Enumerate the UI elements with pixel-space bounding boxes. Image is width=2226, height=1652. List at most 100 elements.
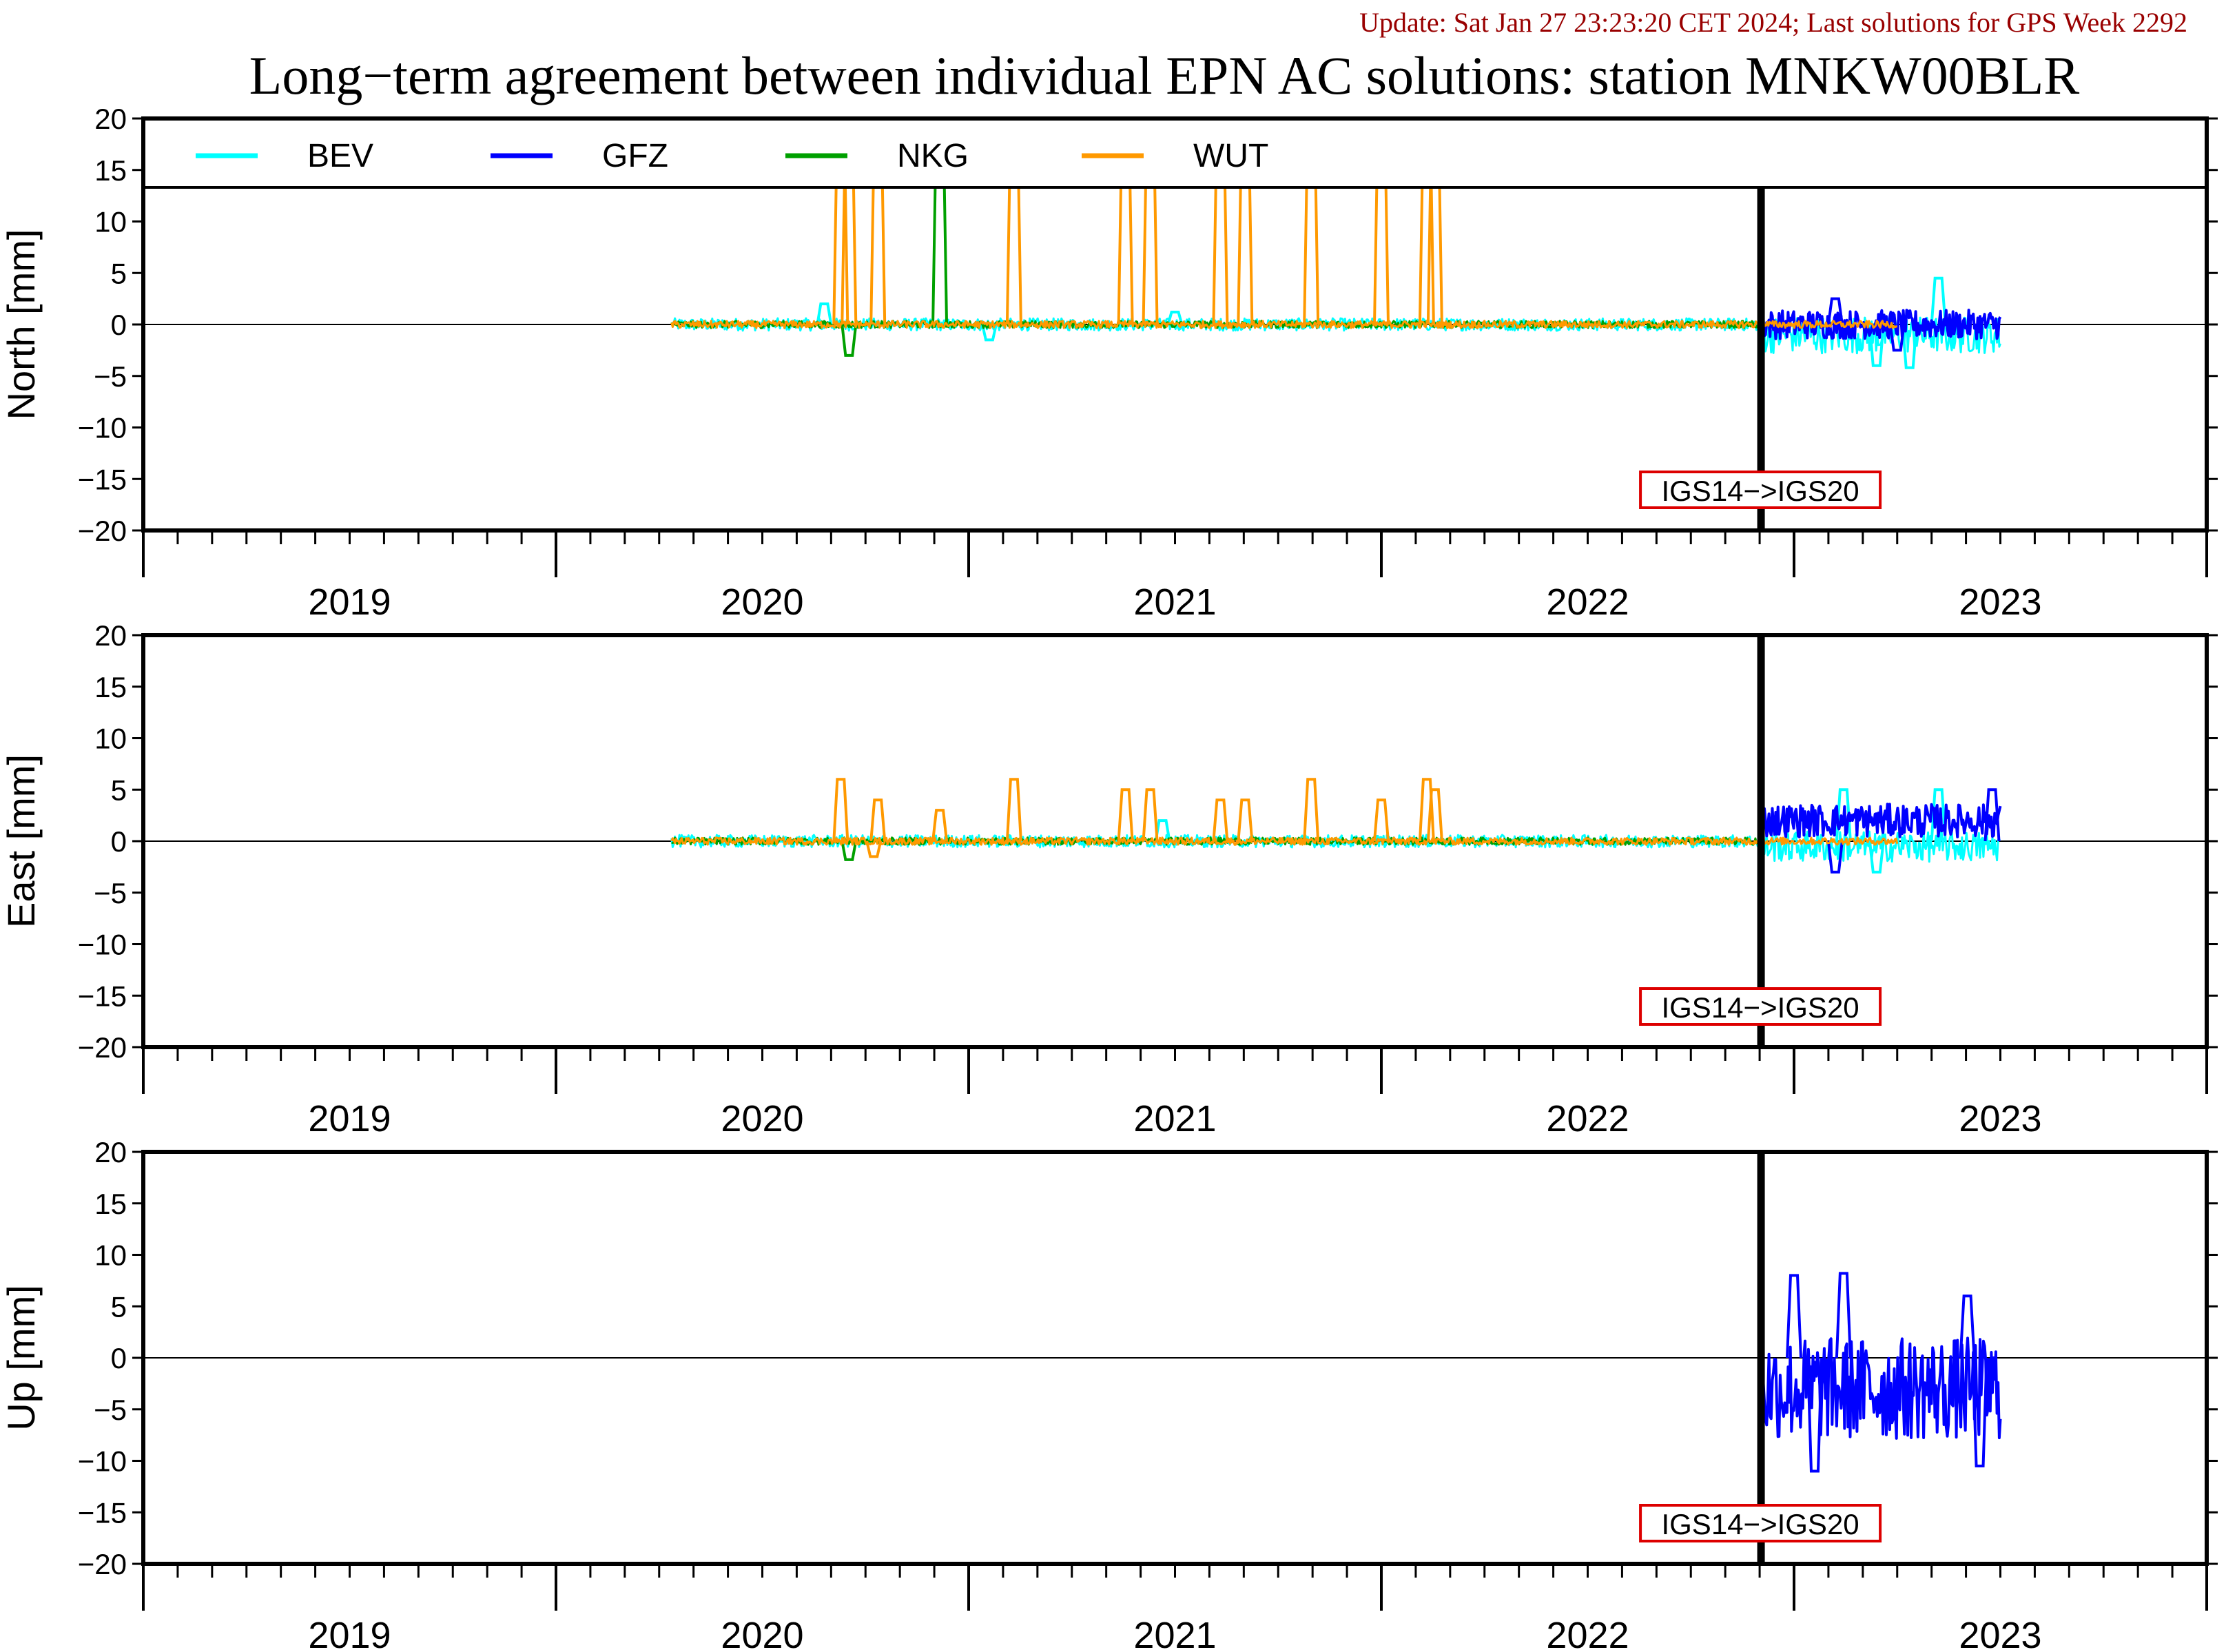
data-group [670, 778, 2002, 874]
series-line-wut [670, 320, 1898, 329]
x-tick-label: 2020 [721, 1098, 803, 1139]
y-tick-label: −10 [78, 929, 127, 961]
plot-frame-top [141, 116, 2209, 533]
y-tick-label: −20 [78, 515, 127, 547]
x-tick-label: 2019 [308, 1615, 391, 1652]
y-tick-label: −5 [94, 877, 127, 909]
series-spike-bev [1868, 324, 1885, 367]
series-spike-wut [1237, 118, 1254, 325]
y-tick-label: 0 [111, 1342, 127, 1374]
series-spike-wut [1212, 798, 1229, 842]
series-spike-wut [1142, 118, 1159, 325]
chart-title: Long−term agreement between individual E… [249, 45, 2080, 105]
series-spike-wut [1426, 118, 1443, 325]
series-spike-wut [1005, 778, 1022, 842]
series-spike-wut [869, 118, 887, 325]
series-spike-nkg [931, 118, 949, 325]
series-spike-wut [1426, 788, 1443, 842]
series-spike-gfz [1983, 788, 2001, 842]
legend-background [143, 118, 2207, 187]
y-tick-label: −20 [78, 1548, 127, 1580]
x-tick-label: 2020 [721, 1615, 803, 1652]
y-tick-label: −10 [78, 412, 127, 444]
y-tick-label: 20 [94, 103, 127, 135]
x-tick-label: 2022 [1546, 581, 1629, 623]
y-tick-label: −15 [78, 980, 127, 1012]
y-tick-label: −5 [94, 1394, 127, 1426]
y-tick-label: 5 [111, 774, 127, 806]
series-spike-gfz [1835, 1272, 1852, 1359]
series-spike-wut [931, 809, 949, 842]
update-text: Update: Sat Jan 27 23:23:20 CET 2024; La… [1359, 7, 2187, 38]
panel-up: 20 15 10 5 0 −5 −10 −15 −20 Up [mm] IGS14−>IGS20 20… [0, 1136, 2218, 1652]
y-tick-label: 15 [94, 1188, 127, 1220]
panels-group: 20 15 10 5 0 −5 −10 −15 −20 North [mm] IGS14−>IGS2… [0, 103, 2218, 1652]
series-spike-wut [1117, 788, 1134, 842]
series-spike-bev [980, 324, 998, 342]
data-group [670, 118, 2002, 369]
series-line-bev [1760, 829, 2001, 863]
series-spike-wut [1373, 118, 1390, 325]
series-spike-wut [1418, 778, 1435, 842]
series-spike-wut [832, 778, 849, 842]
series-spike-gfz [1971, 1357, 1988, 1467]
series-spike-nkg [841, 840, 858, 861]
series-line-gfz [1760, 803, 2002, 838]
legend-label-gfz: GFZ [602, 138, 668, 174]
series-line-gfz [1760, 309, 2002, 340]
frame-change-box [1639, 1504, 1882, 1542]
series-spike-nkg [841, 324, 858, 357]
y-tick-label: −5 [94, 360, 127, 393]
panel-north: 20 15 10 5 0 −5 −10 −15 −20 North [mm] IGS14−>IGS2… [0, 103, 2218, 623]
y-tick-label: −15 [78, 1496, 127, 1529]
y-tick-label: 10 [94, 723, 127, 755]
y-tick-label: −10 [78, 1445, 127, 1478]
series-spike-wut [832, 118, 849, 325]
series-spike-wut [865, 840, 883, 858]
y-tick-label: 15 [94, 671, 127, 703]
x-tick-label: 2023 [1959, 1615, 2041, 1652]
legend-label-nkg: NKG [897, 138, 969, 174]
series-spike-wut [1117, 118, 1134, 325]
series-spike-wut [869, 798, 887, 842]
series-spike-gfz [1826, 840, 1844, 874]
data-group [1760, 1272, 2002, 1473]
series-spike-gfz [1806, 1357, 1823, 1473]
y-tick-label: 15 [94, 154, 127, 187]
frame-change-label: IGS14−>IGS20 [1661, 991, 1859, 1024]
y-tick-label: 0 [111, 309, 127, 341]
series-line-wut [670, 836, 1899, 846]
series-line-gfz [1760, 1336, 2002, 1440]
series-spike-bev [1868, 840, 1885, 874]
x-tick-label: 2020 [721, 581, 803, 623]
x-tick-label: 2023 [1959, 581, 2041, 623]
panel-east: 20 15 10 5 0 −5 −10 −15 −20 East [mm] IGS14−>IGS20… [0, 619, 2218, 1139]
frame-change-label: IGS14−>IGS20 [1661, 475, 1859, 507]
plot-frame [141, 633, 2209, 1049]
x-tick-label: 2019 [308, 581, 391, 623]
y-tick-label: −15 [78, 463, 127, 495]
y-tick-label: 20 [94, 1136, 127, 1168]
series-spike-wut [1303, 118, 1320, 325]
legend-label-bev: BEV [307, 138, 373, 174]
x-tick-label: 2019 [308, 1098, 391, 1139]
series-spike-bev [816, 302, 833, 325]
y-axis-label: Up [mm] [0, 1285, 43, 1431]
series-spike-bev [1901, 324, 1918, 369]
x-tick-label: 2022 [1546, 1615, 1629, 1652]
x-tick-label: 2022 [1546, 1098, 1629, 1139]
series-spike-wut [1237, 798, 1254, 842]
y-tick-label: 10 [94, 206, 127, 238]
series-spike-gfz [1786, 1274, 1802, 1359]
series-spike-bev [1166, 311, 1184, 325]
y-tick-label: 10 [94, 1239, 127, 1272]
y-tick-label: 0 [111, 825, 127, 858]
series-spike-wut [1142, 788, 1159, 842]
series-spike-gfz [1888, 324, 1906, 352]
series-spike-wut [841, 118, 858, 325]
series-spike-wut [1418, 118, 1435, 325]
series-spike-wut [1212, 118, 1229, 325]
legend-label-wut: WUT [1193, 138, 1268, 174]
series-spike-gfz [1826, 297, 1844, 325]
